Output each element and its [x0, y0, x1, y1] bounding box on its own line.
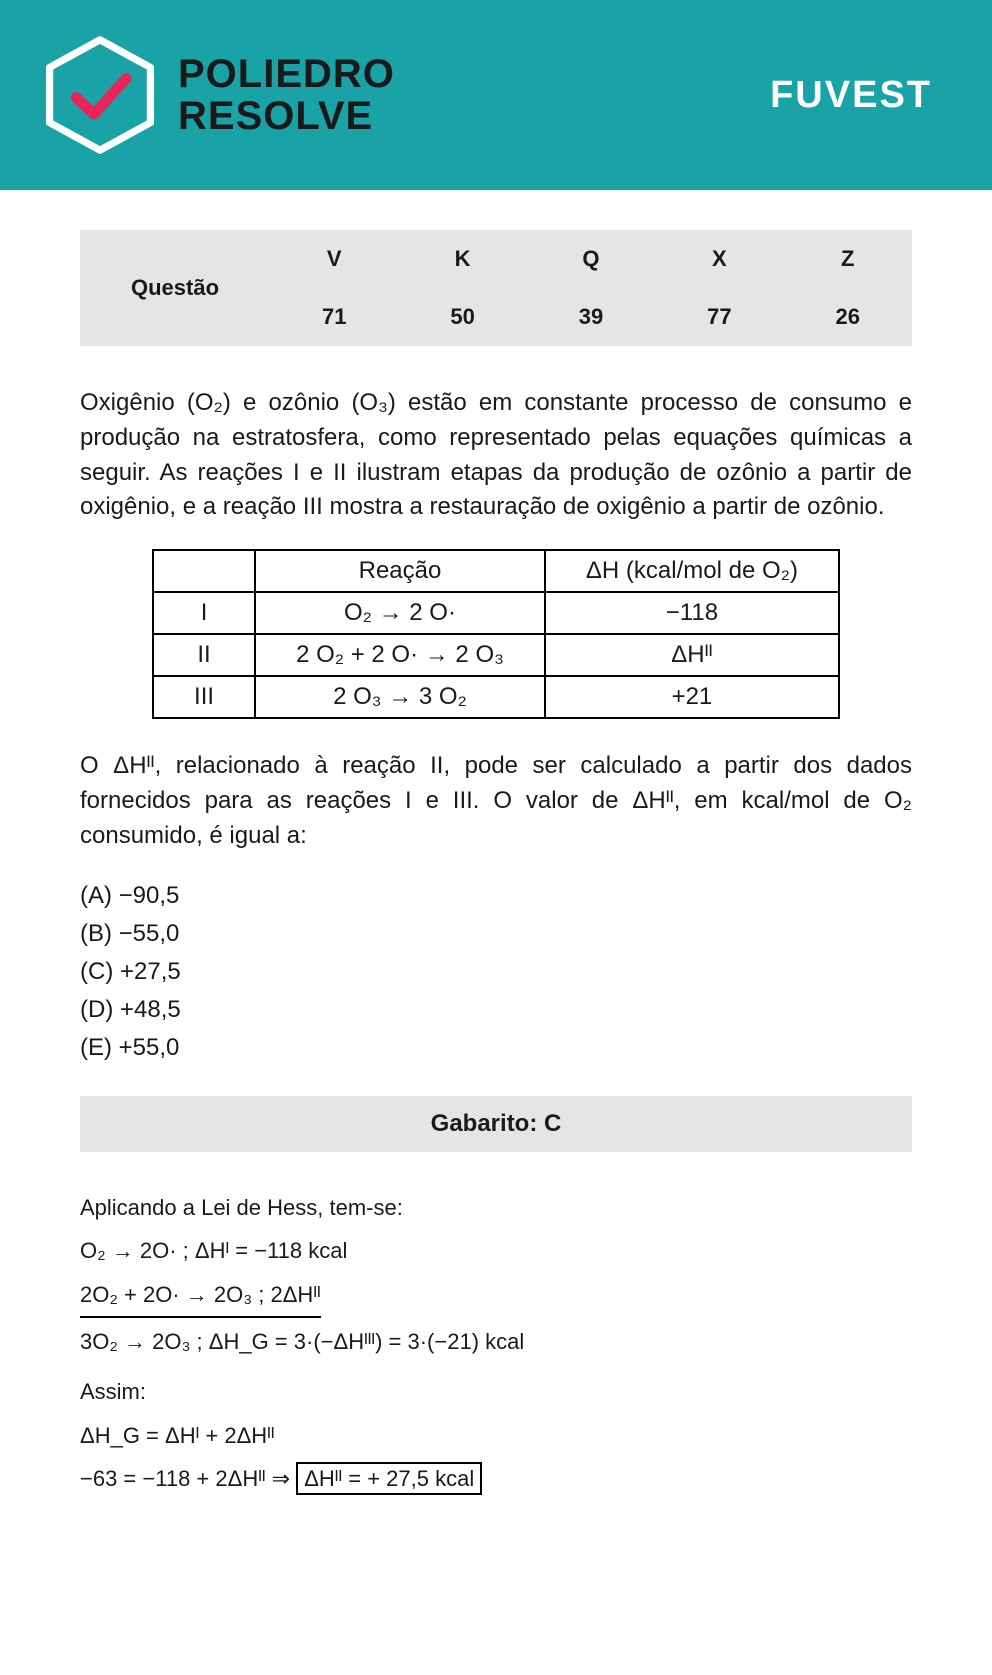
answer-key: Gabarito: C: [80, 1096, 912, 1152]
qtable-val: 50: [398, 288, 526, 346]
solution-line4: ΔH_G = ΔHᴵ + 2ΔHᴵᴵ: [80, 1416, 912, 1456]
answer-options: (A) −90,5 (B) −55,0 (C) +27,5 (D) +48,5 …: [80, 878, 912, 1066]
rtable-h0: [153, 550, 255, 592]
solution-assim: Assim:: [80, 1372, 912, 1412]
qtable-col: V: [270, 230, 398, 288]
solution-line5b-boxed: ΔHᴵᴵ = + 27,5 kcal: [296, 1462, 482, 1495]
hex-check-logo: [40, 35, 160, 155]
rtable-cell: II: [153, 634, 255, 676]
solution-block: Aplicando a Lei de Hess, tem-se: O₂ → 2O…: [80, 1188, 912, 1499]
rtable-h2: ΔH (kcal/mol de O₂): [545, 550, 839, 592]
rtable-cell: I: [153, 592, 255, 634]
rtable-cell: O₂ → 2 O·: [255, 592, 545, 634]
option-d: (D) +48,5: [80, 992, 912, 1028]
rtable-cell: III: [153, 676, 255, 718]
solution-line2: 2O₂ + 2O· → 2O₃ ; 2ΔHᴵᴵ: [80, 1275, 912, 1319]
solution-line2-text: 2O₂ + 2O· → 2O₃ ; 2ΔHᴵᴵ: [80, 1275, 321, 1319]
rtable-cell: −118: [545, 592, 839, 634]
rtable-cell: +21: [545, 676, 839, 718]
brand-block: POLIEDRO RESOLVE: [40, 35, 395, 155]
option-b: (B) −55,0: [80, 916, 912, 952]
question-number-table: Questão V K Q X Z 71 50 39 77 26: [80, 230, 912, 346]
solution-line5: −63 = −118 + 2ΔHᴵᴵ ⇒ ΔHᴵᴵ = + 27,5 kcal: [80, 1459, 912, 1499]
page-content: Questão V K Q X Z 71 50 39 77 26 Oxigêni…: [0, 190, 992, 1563]
qtable-val: 26: [784, 288, 912, 346]
qtable-col: Z: [784, 230, 912, 288]
brand-text: POLIEDRO RESOLVE: [178, 53, 395, 137]
solution-intro: Aplicando a Lei de Hess, tem-se:: [80, 1188, 912, 1228]
solution-line5a: −63 = −118 + 2ΔHᴵᴵ ⇒: [80, 1466, 296, 1491]
exam-name: FUVEST: [770, 74, 932, 117]
brand-line2: RESOLVE: [178, 95, 395, 137]
option-e: (E) +55,0: [80, 1030, 912, 1066]
rtable-cell: ΔHᴵᴵ: [545, 634, 839, 676]
reaction-table: Reação ΔH (kcal/mol de O₂) I O₂ → 2 O· −…: [152, 549, 840, 719]
option-a: (A) −90,5: [80, 878, 912, 914]
rtable-h1: Reação: [255, 550, 545, 592]
qtable-col: K: [398, 230, 526, 288]
qtable-val: 39: [527, 288, 655, 346]
page-header: POLIEDRO RESOLVE FUVEST: [0, 0, 992, 190]
qtable-val: 71: [270, 288, 398, 346]
qtable-val: 77: [655, 288, 783, 346]
solution-line3: 3O₂ → 2O₃ ; ΔH_G = 3·(−ΔHᴵᴵᴵ) = 3·(−21) …: [80, 1322, 912, 1362]
qtable-col: Q: [527, 230, 655, 288]
solution-line1: O₂ → 2O· ; ΔHᴵ = −118 kcal: [80, 1231, 912, 1271]
rtable-cell: 2 O₂ + 2 O· → 2 O₃: [255, 634, 545, 676]
qtable-col: X: [655, 230, 783, 288]
brand-line1: POLIEDRO: [178, 53, 395, 95]
option-c: (C) +27,5: [80, 954, 912, 990]
question-statement-1: Oxigênio (O₂) e ozônio (O₃) estão em con…: [80, 386, 912, 525]
rtable-cell: 2 O₃ → 3 O₂: [255, 676, 545, 718]
question-statement-2: O ΔHᴵᴵ, relacionado à reação II, pode se…: [80, 749, 912, 853]
qtable-label: Questão: [80, 230, 270, 346]
